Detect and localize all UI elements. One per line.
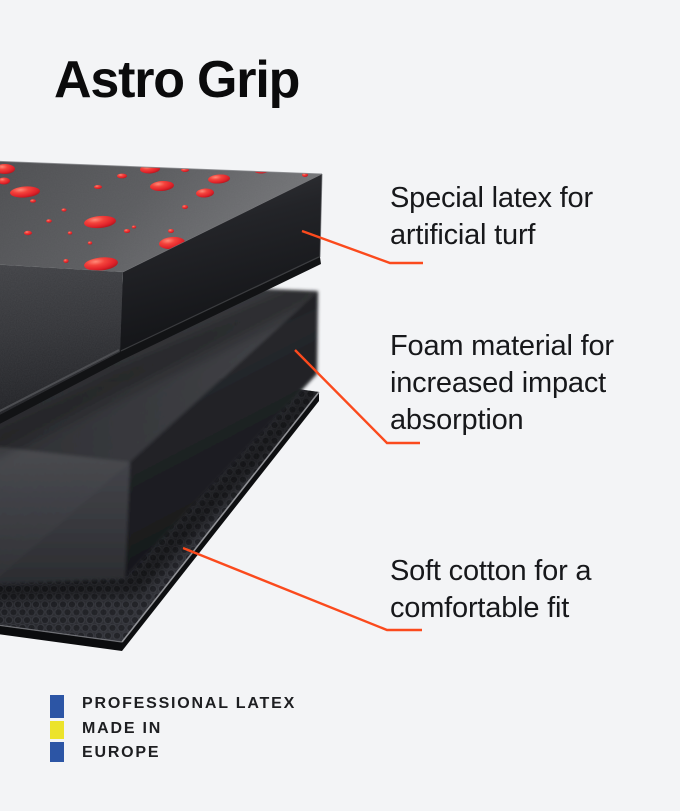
foam-front-right-face [125, 291, 318, 578]
callout-foam-text: Foam material for increased impact absor… [390, 330, 614, 436]
cotton-side-left [0, 625, 122, 651]
badge-line-europe: EUROPE [82, 744, 161, 761]
latex-apex-edge [319, 173, 323, 258]
latex-front-left-edge [0, 264, 124, 273]
badge-line-professional-latex: PROFESSIONAL LATEX [82, 695, 297, 712]
latex-left-texture [0, 264, 123, 415]
cotton-side-right [122, 392, 319, 651]
latex-bottom-edge-highlight-right [120, 256, 320, 352]
callout-cotton-text: Soft cotton for a comfortable fit [390, 555, 592, 624]
cotton-edge-highlight-right [121, 391, 320, 643]
leader-line-foam [294, 349, 420, 445]
flag-bar-blue-top [50, 695, 64, 718]
flag-bar-blue-bottom [50, 742, 64, 762]
leader-line-latex [301, 229, 423, 265]
latex-bottom-edge-highlight-left [0, 349, 120, 413]
latex-front-right-edge [122, 173, 323, 273]
latex-top-back-edge [0, 160, 323, 175]
badge-line-made-in: MADE IN [82, 719, 163, 737]
origin-badge: PROFESSIONAL LATEX MADE IN EUROPE [50, 692, 296, 766]
badge-text: PROFESSIONAL LATEX MADE IN EUROPE [82, 692, 296, 766]
flag-bars [50, 692, 64, 762]
cotton-edge-highlight-left [0, 624, 123, 643]
callout-latex-text: Special latex for artificial turf [390, 182, 593, 251]
latex-front-right-face [120, 174, 322, 352]
latex-bottom-face [0, 257, 321, 424]
leader-lines [182, 229, 423, 632]
leader-line-cotton [182, 546, 422, 632]
latex-top-texture [0, 161, 322, 272]
foam-layer [0, 278, 318, 585]
page-title: Astro Grip [54, 51, 300, 109]
latex-layer [0, 160, 323, 424]
flag-bar-yellow [50, 721, 64, 739]
